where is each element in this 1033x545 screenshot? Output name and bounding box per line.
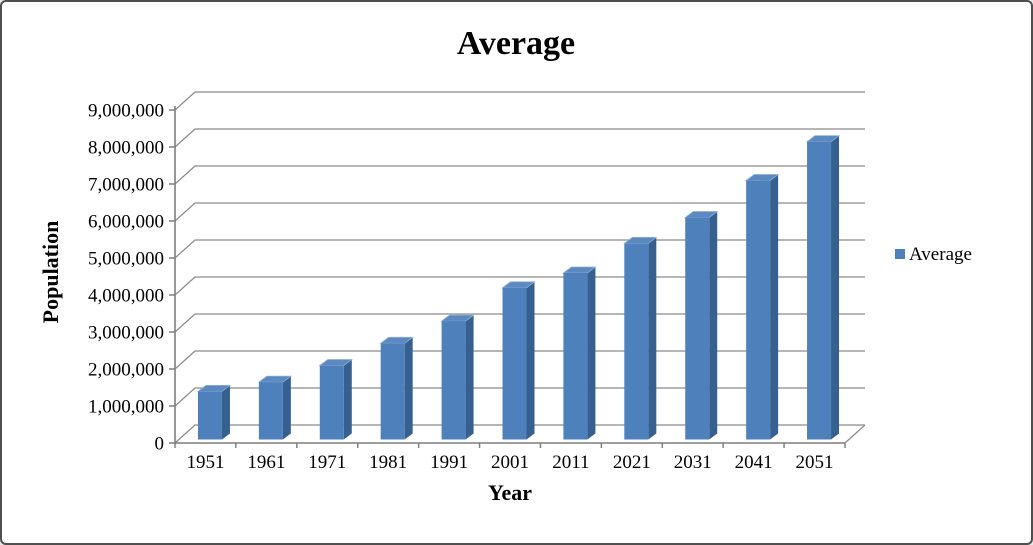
- x-tick-label: 2041: [735, 452, 773, 473]
- gridline: [174, 128, 865, 148]
- bar-2021: [623, 236, 658, 440]
- y-tick-label: 8,000,000: [88, 138, 164, 159]
- bar-side-face: [770, 174, 779, 440]
- bar-2031: [684, 211, 719, 440]
- bar-2001: [501, 281, 536, 440]
- legend-swatch-icon: [895, 249, 905, 259]
- y-axis-title: Population: [38, 221, 63, 324]
- axis-layer: [174, 106, 866, 448]
- bar-2011: [562, 266, 597, 440]
- x-tick-label: 1971: [308, 452, 346, 473]
- bar-front-face: [197, 391, 222, 440]
- x-tick-label: 1981: [369, 452, 407, 473]
- x-tick-label: 2001: [491, 452, 529, 473]
- bar-side-face: [221, 385, 230, 440]
- gridline: [174, 165, 865, 185]
- y-tick-label: 1,000,000: [88, 397, 164, 418]
- bar-1981: [379, 336, 414, 440]
- bar-front-face: [319, 365, 344, 440]
- tick-label-layer: 0 1,000,000 2,000,000 3,000,000 4,000,000 5,0…: [88, 101, 834, 474]
- x-tick-label: 2011: [552, 452, 589, 473]
- bar-front-face: [563, 273, 588, 440]
- bar-side-face: [587, 267, 596, 440]
- y-tick-label: 7,000,000: [88, 175, 164, 196]
- y-tick-label: 2,000,000: [88, 360, 164, 381]
- bar-side-face: [648, 237, 657, 440]
- legend: Average: [895, 244, 972, 265]
- bar-1971: [318, 359, 353, 440]
- chart-title: Average: [457, 25, 575, 62]
- bar-1951: [196, 384, 232, 440]
- bar-side-face: [404, 337, 413, 440]
- bar-2051: [805, 135, 841, 440]
- bar-1961: [257, 375, 293, 440]
- x-tick-label: 2021: [613, 452, 651, 473]
- bar-front-face: [624, 243, 649, 440]
- bar-side-face: [709, 211, 718, 440]
- bar-side-face: [282, 376, 291, 440]
- y-tick-label: 0: [155, 434, 165, 455]
- legend-label: Average: [909, 244, 972, 265]
- bar-front-face: [258, 382, 283, 440]
- bar-side-face: [343, 359, 352, 440]
- bar-1991: [440, 314, 475, 440]
- x-axis-title: Year: [488, 480, 532, 505]
- bar-front-face: [502, 287, 527, 440]
- gridline: [174, 91, 865, 111]
- bar-layer: [196, 135, 841, 440]
- bar-side-face: [465, 315, 474, 440]
- y-tick-label: 6,000,000: [88, 212, 164, 233]
- bar-front-face: [380, 343, 405, 440]
- floor-right-edge: [844, 424, 866, 444]
- y-tick-label: 3,000,000: [88, 323, 164, 344]
- bar-front-face: [685, 217, 710, 440]
- bar-side-face: [831, 135, 840, 440]
- bar-front-face: [746, 180, 771, 440]
- x-tick-label: 2051: [796, 452, 834, 473]
- bar-2041: [744, 174, 780, 440]
- x-tick-label: 1961: [247, 452, 285, 473]
- x-tick-label: 1951: [186, 452, 224, 473]
- y-tick-label: 9,000,000: [88, 101, 164, 122]
- gridline: [174, 202, 865, 222]
- x-tick-label: 2031: [674, 452, 712, 473]
- y-tick-label: 5,000,000: [88, 249, 164, 270]
- x-tick-label: 1991: [430, 452, 468, 473]
- bar-side-face: [526, 281, 535, 440]
- y-tick-label: 4,000,000: [88, 286, 164, 307]
- bar-front-face: [441, 321, 466, 440]
- bar-front-face: [807, 141, 832, 440]
